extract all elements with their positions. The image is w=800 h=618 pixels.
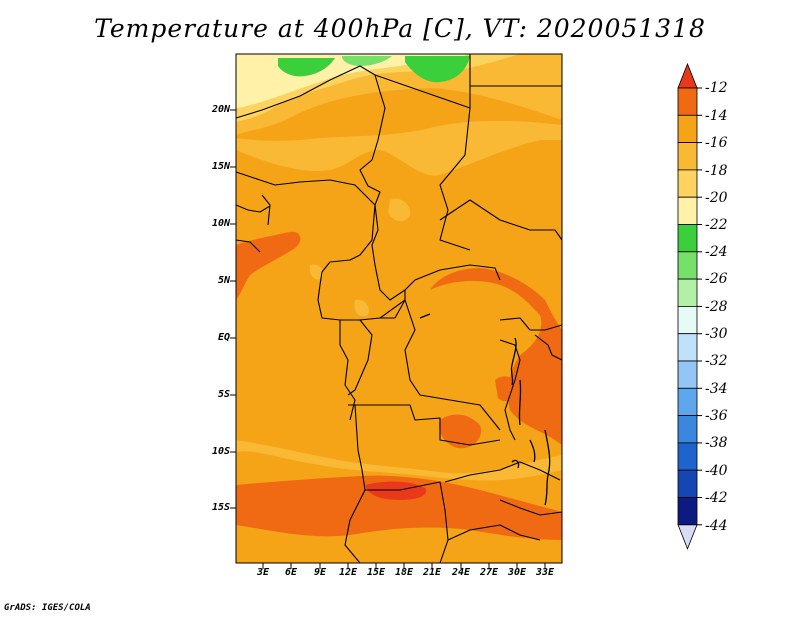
field-warm-south: [236, 475, 562, 540]
colorbar-label-14: -40: [705, 463, 728, 479]
lat-label-15s: 15S: [211, 502, 230, 513]
lon-label-15e: 15E: [366, 567, 386, 578]
chart-title: Temperature at 400hPa [C], VT: 202005131…: [94, 14, 706, 43]
colorbar-label-7: -26: [705, 271, 728, 287]
field-warm-west: [236, 231, 301, 300]
lon-label-30e: 30E: [507, 567, 527, 578]
colorbar-label-6: -24: [705, 244, 728, 260]
lon-label-27e: 27E: [479, 567, 499, 578]
colorbar-swatch-3: [677, 142, 698, 171]
field-hot-south: [365, 481, 427, 500]
colorbar-ticks: [697, 87, 702, 526]
field-warm-east-2: [439, 414, 482, 449]
colorbar-label-4: -20: [705, 190, 728, 206]
colorbar-swatch-5: [677, 196, 698, 225]
colorbar-label-13: -38: [705, 435, 728, 451]
axis-ticks: [230, 109, 546, 569]
lat-label-15n: 15N: [211, 161, 230, 172]
colorbar-label-5: -22: [705, 217, 728, 233]
lat-label-5s: 5S: [217, 389, 230, 400]
colorbar-swatch-1: [677, 87, 698, 116]
field-pocket-1: [236, 120, 562, 176]
lon-label-3e: 3E: [256, 567, 270, 578]
field-pocket-2: [388, 198, 411, 222]
colorbar-label-12: -36: [705, 408, 728, 424]
colorbar-swatch-7: [677, 251, 698, 280]
field-green-patch-1: [278, 58, 335, 77]
colorbar-swatch-8: [677, 278, 698, 307]
lon-label-24e: 24E: [451, 567, 471, 578]
colorbar-label-15: -42: [705, 490, 728, 506]
lat-label-5n: 5N: [217, 275, 230, 286]
field-pocket-4: [354, 299, 369, 317]
lon-label-6e: 6E: [284, 567, 298, 578]
colorbar-label-0: -12: [705, 80, 728, 96]
colorbar-label-1: -14: [705, 108, 728, 124]
lon-label-12e: 12E: [338, 567, 358, 578]
plot-frame: [235, 53, 563, 564]
colorbar-label-10: -32: [705, 353, 728, 369]
colorbar-swatch-10: [677, 333, 698, 362]
colorbar-label-9: -30: [705, 326, 728, 342]
colorbar-swatch-16: [677, 497, 698, 526]
colorbar-swatch-14: [677, 442, 698, 471]
country-borders: [235, 54, 563, 564]
field-green-patch-2: [405, 56, 470, 83]
colorbar-swatches: [677, 62, 698, 550]
colorbar-swatch-17: [677, 524, 698, 550]
field-pocket-3: [309, 264, 324, 280]
colorbar-label-16: -44: [705, 518, 728, 534]
colorbar-swatch-9: [677, 305, 698, 335]
colorbar-label-8: -28: [705, 299, 728, 315]
colorbar-swatch-12: [677, 387, 698, 416]
lon-label-21e: 21E: [422, 567, 442, 578]
lat-label-eq: EQ: [217, 332, 230, 343]
colorbar-label-11: -34: [705, 381, 728, 397]
colorbar-swatch-11: [677, 360, 698, 389]
colorbar-swatch-15: [677, 469, 698, 498]
field-green-patch-3: [342, 56, 392, 66]
lon-label-18e: 18E: [394, 567, 414, 578]
colorbar-swatch-4: [677, 169, 698, 198]
colorbar-swatch-2: [677, 114, 698, 144]
colorbar-label-2: -16: [705, 135, 728, 151]
colorbar-label-3: -18: [705, 163, 728, 179]
lon-label-33e: 33E: [535, 567, 555, 578]
lat-label-10n: 10N: [211, 218, 230, 229]
colorbar-swatch-6: [677, 224, 698, 253]
colorbar-swatch-13: [677, 415, 698, 444]
grads-credit: GrADS: IGES/COLA: [4, 603, 91, 613]
lakes: [419, 313, 551, 506]
lat-label-10s: 10S: [211, 446, 230, 457]
field-cool-southern-strip: [236, 440, 562, 481]
field-warm-east-1: [430, 268, 562, 445]
colorbar-swatch-0: [677, 62, 698, 89]
lon-label-9e: 9E: [313, 567, 327, 578]
lat-label-20n: 20N: [211, 104, 230, 115]
